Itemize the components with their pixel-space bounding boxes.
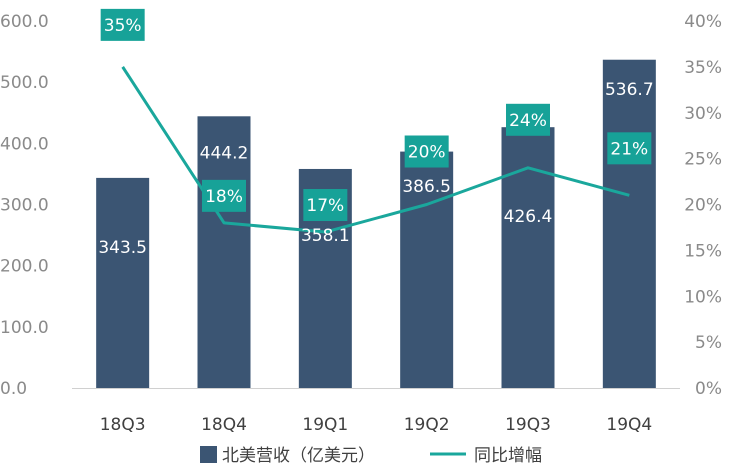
right-tick-label: 35% [684, 58, 722, 78]
pct-label-bg [100, 8, 145, 41]
bar-data-label: 386.5 [402, 177, 451, 197]
bar [400, 151, 454, 388]
pct-label-box: 18% [202, 179, 246, 212]
category-label: 19Q1 [302, 415, 348, 435]
bar [602, 59, 656, 388]
right-axis-ticks: 0% 5% 10% 15% 20% 25% 30% 35% 40% [684, 12, 722, 399]
pct-label-bg [607, 132, 652, 165]
legend-line-label: 同比增幅 [474, 446, 542, 466]
right-tick-label: 15% [684, 241, 722, 261]
pct-data-labels: 35% 18% 17% 20% 24% 21% [100, 8, 652, 222]
pct-data-label: 21% [610, 139, 648, 159]
bar-data-label: 444.2 [200, 143, 249, 163]
category-label: 18Q3 [100, 415, 146, 435]
legend-bar-swatch [200, 446, 217, 463]
pct-data-label: 35% [104, 16, 142, 36]
bar-data-label: 536.7 [605, 80, 654, 100]
right-tick-label: 30% [684, 104, 722, 124]
left-axis-ticks: 0.0 100.0 200.0 300.0 400.0 500.0 600.0 [0, 12, 49, 399]
left-tick-label: 500.0 [0, 73, 49, 93]
pct-label-box: 21% [607, 132, 652, 165]
category-label: 19Q4 [606, 415, 652, 435]
category-labels: 18Q3 18Q4 19Q1 19Q2 19Q3 19Q4 [100, 415, 653, 435]
legend: 北美营收（亿美元） 同比增幅 [200, 446, 542, 466]
pct-label-bg [202, 179, 246, 212]
bar [197, 116, 251, 388]
right-tick-label: 25% [684, 150, 722, 170]
category-label: 18Q4 [201, 415, 247, 435]
right-tick-label: 10% [684, 287, 722, 307]
pct-data-label: 18% [205, 187, 243, 207]
pct-label-box: 35% [100, 8, 145, 41]
left-tick-label: 400.0 [0, 134, 49, 154]
pct-label-box: 20% [404, 135, 449, 168]
pct-data-label: 20% [408, 143, 446, 163]
left-tick-label: 300.0 [0, 196, 49, 216]
bar [96, 177, 150, 388]
right-tick-label: 0% [695, 379, 722, 399]
category-label: 19Q2 [404, 415, 450, 435]
bar-data-label: 426.4 [504, 207, 553, 227]
pct-label-bg [506, 103, 550, 136]
left-tick-label: 100.0 [0, 318, 49, 338]
bar [501, 127, 555, 388]
legend-bar-label: 北美营收（亿美元） [222, 446, 375, 466]
pct-label-bg [404, 135, 449, 168]
right-tick-label: 40% [684, 12, 722, 32]
bar-series [96, 59, 656, 388]
pct-label-box: 17% [303, 189, 348, 222]
pct-label-box: 24% [506, 103, 550, 136]
right-tick-label: 5% [695, 333, 722, 353]
left-tick-label: 200.0 [0, 257, 49, 277]
bar-data-label: 358.1 [301, 226, 350, 246]
pct-data-label: 17% [306, 196, 344, 216]
bar-data-label: 343.5 [98, 238, 147, 258]
left-tick-label: 0.0 [0, 379, 27, 399]
bar-data-labels: 343.5 444.2 358.1 386.5 426.4 536.7 [98, 80, 653, 258]
right-tick-label: 20% [684, 196, 722, 216]
pct-label-bg [303, 189, 348, 222]
category-label: 19Q3 [505, 415, 551, 435]
pct-data-label: 24% [509, 111, 547, 131]
left-tick-label: 600.0 [0, 12, 49, 32]
